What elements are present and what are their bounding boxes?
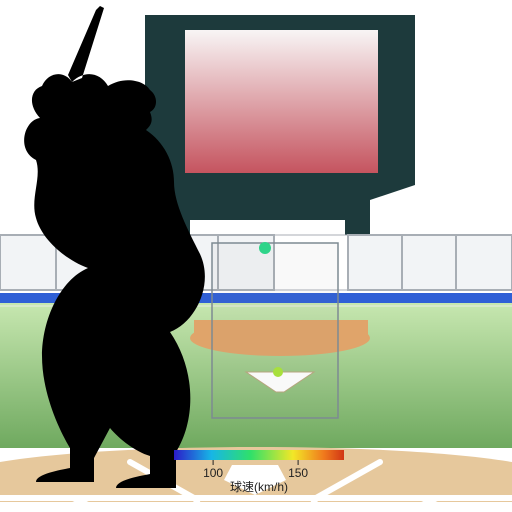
pitch-marker [273,367,283,377]
legend-bar [174,450,344,460]
scoreboard-screen [185,30,378,173]
pitch-marker [259,242,271,254]
strike-zone [212,243,338,418]
svg-text:150: 150 [288,466,308,480]
pitch-location-figure: 100 150 球速(km/h) [0,0,512,512]
svg-text:100: 100 [203,466,223,480]
legend-title: 球速(km/h) [230,480,288,494]
stage-svg: 100 150 球速(km/h) [0,0,512,512]
